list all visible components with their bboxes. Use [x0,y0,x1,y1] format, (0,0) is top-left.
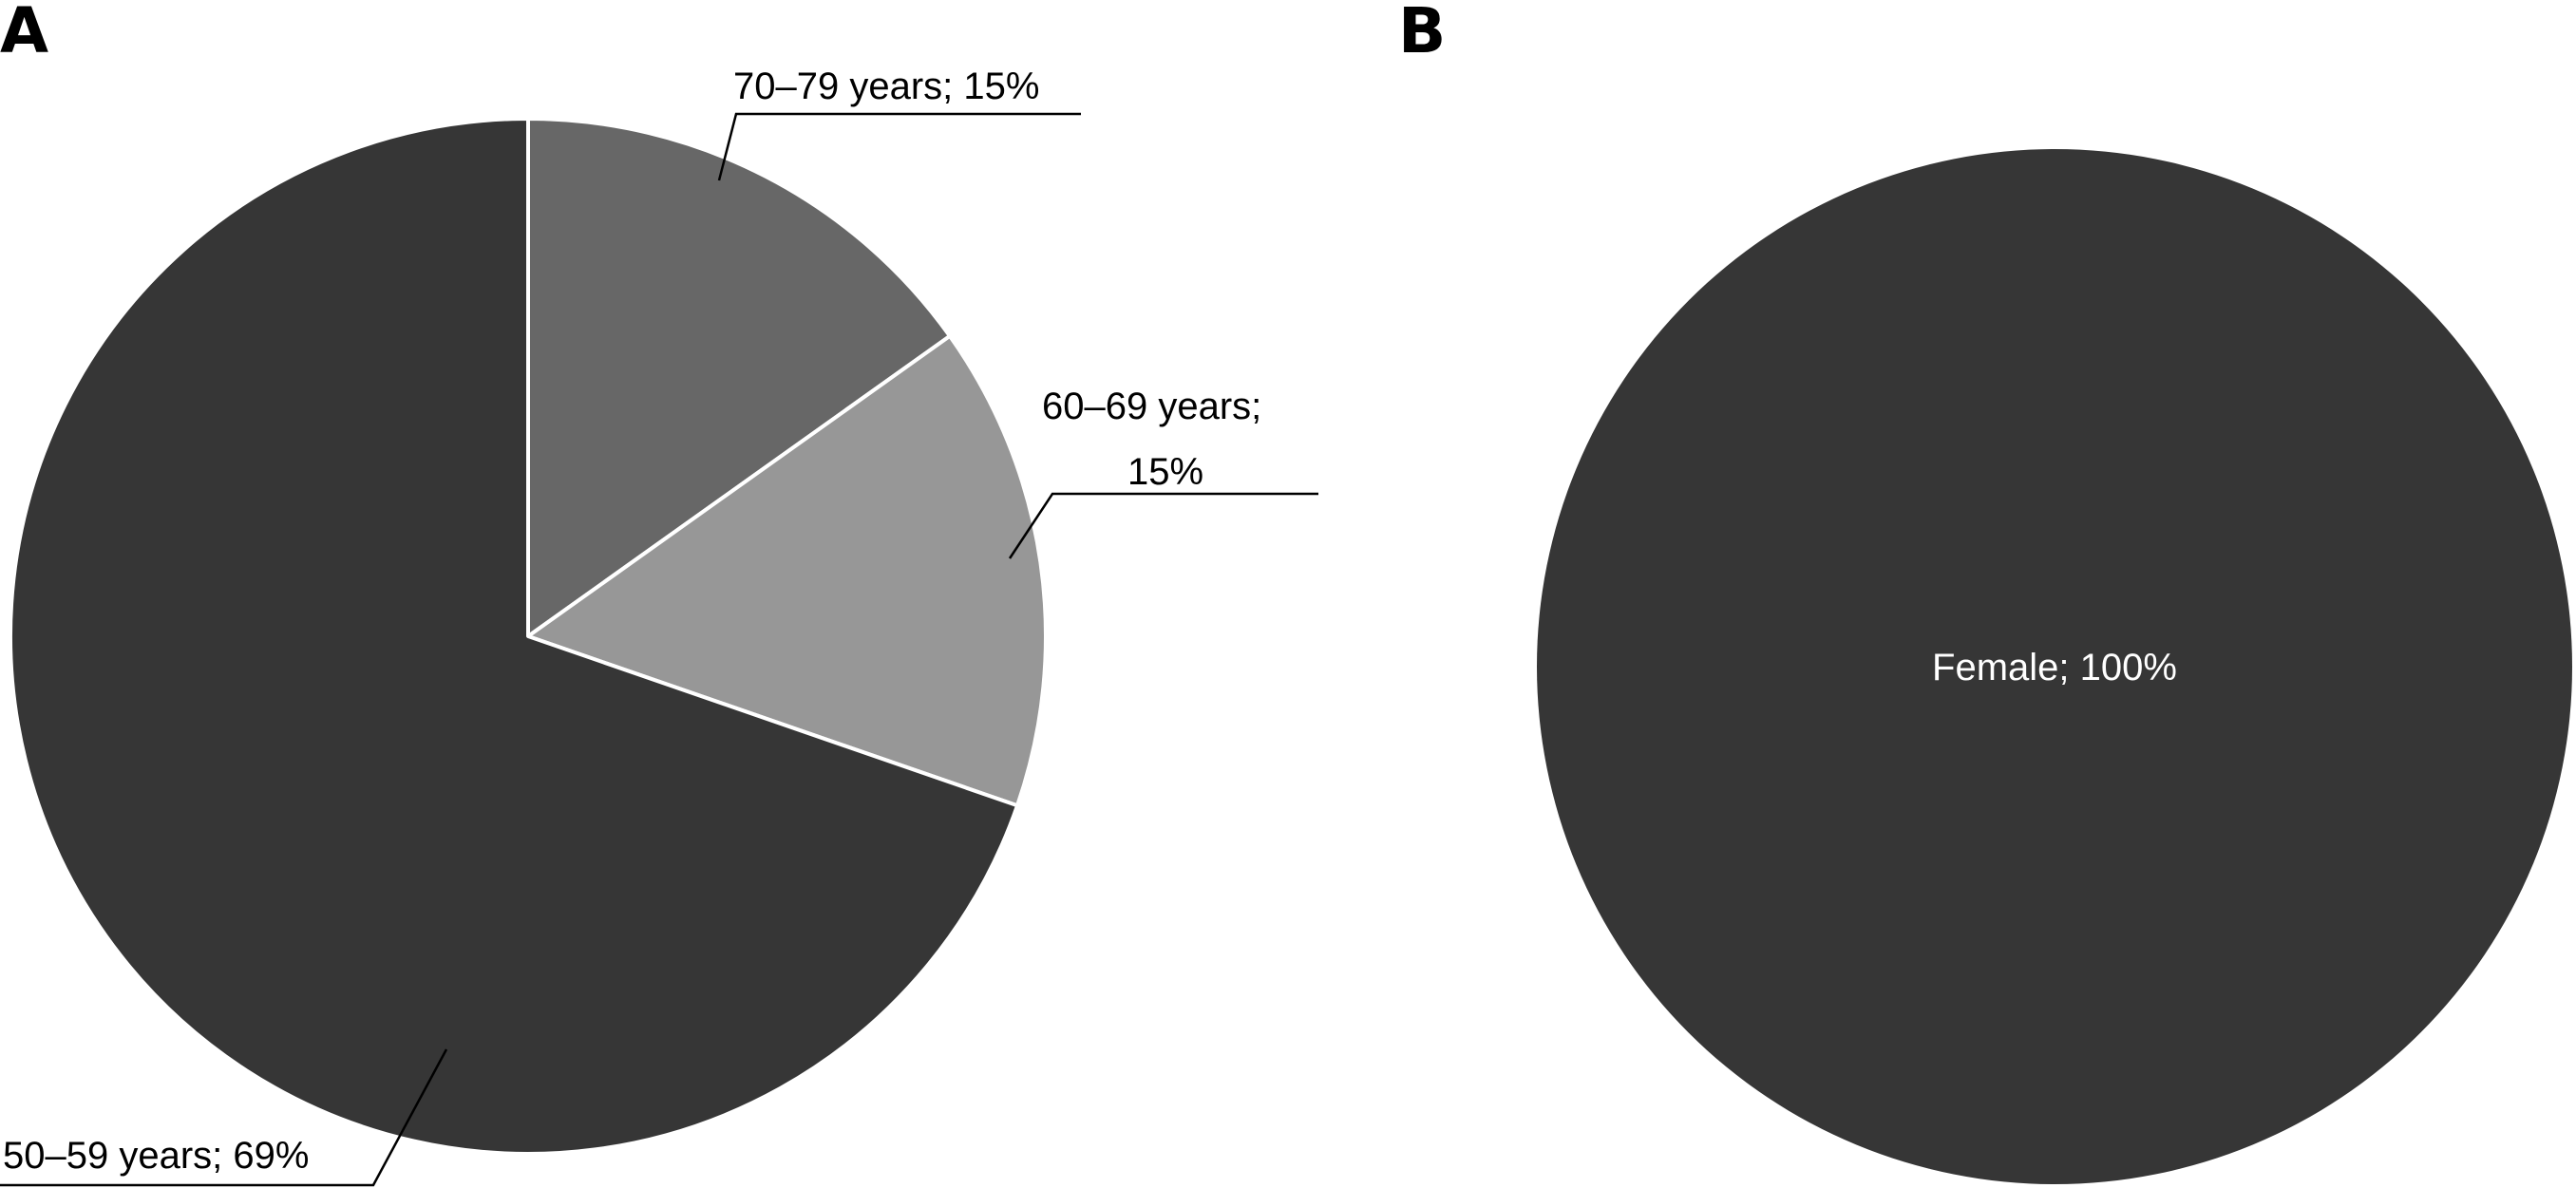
label-60-69-line2: 15% [1127,451,1203,493]
leader-70-79 [717,112,1081,181]
pie-a-slices [9,117,1048,1156]
pie-b-slice-0 [1537,149,2572,1184]
label-50-59: 50–59 years; 69% [3,1135,309,1177]
pie-a-slice-0 [526,117,952,638]
panel-b: B Female; 100% [1398,0,2572,1184]
pie-a-slice-2 [9,117,1020,1156]
label-60-69-line1: 60–69 years; [1042,386,1261,427]
pie-a-slice-1 [526,333,1048,808]
label-70-79: 70–79 years; 15% [733,66,1039,107]
panel-a: A 70–79 years; 15% 60–69 years; 15% 50–5… [0,0,1318,1187]
pie-b-slices [1537,149,2572,1184]
leader-50-59 [0,1048,448,1187]
panel-a-letter: A [0,0,48,67]
leader-60-69 [1008,492,1318,559]
panel-b-letter: B [1398,0,1446,67]
label-female: Female; 100% [1932,647,2177,688]
